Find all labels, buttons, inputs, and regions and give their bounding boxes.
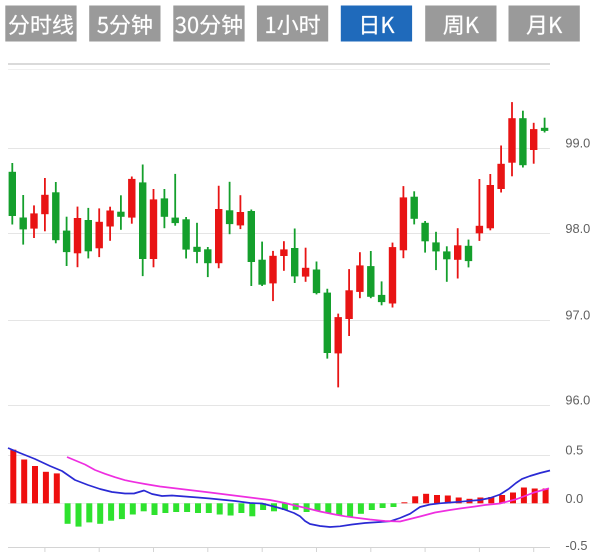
- svg-text:0.0: 0.0: [565, 491, 583, 506]
- svg-text:96.0: 96.0: [565, 393, 590, 408]
- svg-text:-0.5: -0.5: [565, 538, 587, 553]
- svg-text:98.0: 98.0: [565, 221, 590, 236]
- svg-text:97.0: 97.0: [565, 308, 590, 323]
- svg-text:0.5: 0.5: [565, 443, 583, 458]
- svg-text:99.0: 99.0: [565, 136, 590, 151]
